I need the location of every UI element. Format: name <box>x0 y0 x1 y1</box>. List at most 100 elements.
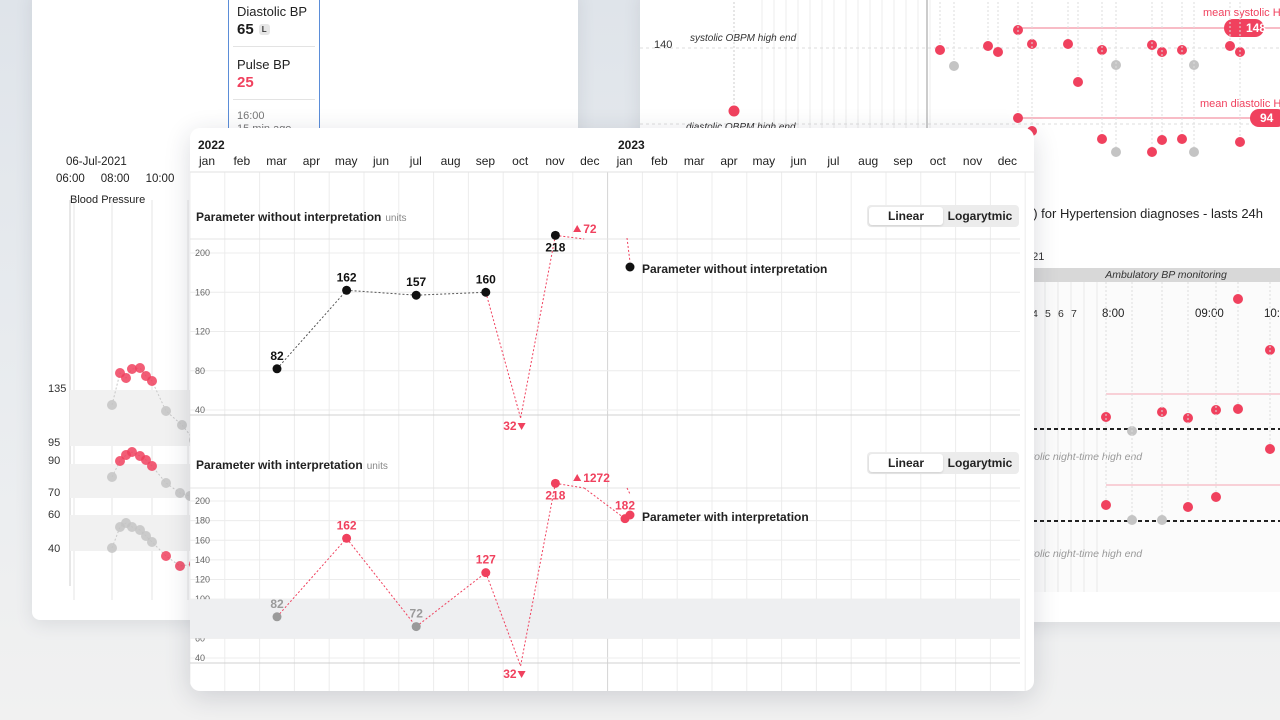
month-label: mar <box>266 154 287 168</box>
section-title-without-interpretation: Parameter without interpretation units <box>196 210 407 224</box>
vitals-card: Diastolic BP 65 L Pulse BP 25 16:00 15 m… <box>228 0 320 135</box>
data-point <box>147 461 157 471</box>
data-point <box>121 373 131 383</box>
section-label-blood-pressure: Blood Pressure <box>70 194 146 206</box>
data-point <box>127 364 137 374</box>
time-tick: 10:00 <box>145 173 175 185</box>
mean-badge <box>1250 109 1280 127</box>
month-label: sep <box>475 154 496 168</box>
data-point <box>1233 404 1243 414</box>
threshold-label: stolic night-time high end <box>1026 548 1143 560</box>
month-label: aug <box>858 154 879 168</box>
pulse-value: 25 <box>237 74 254 91</box>
y-tick-label: 135 <box>48 383 66 395</box>
year-label-2022: 2022 <box>198 138 225 152</box>
normal-range-band <box>190 599 1020 639</box>
divider <box>233 99 315 100</box>
data-point <box>1157 515 1167 525</box>
legend-dot <box>625 262 635 272</box>
series-segment <box>583 487 626 520</box>
logarithmic-button[interactable]: Logarytmic <box>947 456 1013 470</box>
divider <box>233 46 315 47</box>
data-point <box>1225 41 1235 51</box>
chart-area <box>1026 282 1280 592</box>
data-label: 218 <box>545 488 565 502</box>
legend-label-with-interpretation: Parameter with interpretation <box>642 510 809 524</box>
data-point <box>175 561 185 571</box>
linear-button[interactable]: Linear <box>869 454 943 472</box>
data-point <box>935 45 945 55</box>
data-label: 72 <box>583 222 597 236</box>
vital-label-diastolic: Diastolic BP <box>237 4 308 19</box>
data-label: 162 <box>337 518 357 532</box>
units-label: units <box>366 461 388 472</box>
series-segment <box>276 537 347 618</box>
month-label: jul <box>409 154 422 168</box>
data-point <box>550 230 560 240</box>
month-label: jan <box>616 154 633 168</box>
data-point <box>1189 60 1199 70</box>
month-label: nov <box>545 154 565 168</box>
y-tick-label: 140 <box>654 39 672 51</box>
year-label-2023: 2023 <box>618 138 645 152</box>
ambulatory-chart: 140 systolic OBPM high end diastolic OBPM … <box>640 0 1280 592</box>
section-title-with-interpretation: Parameter with interpretation units <box>196 458 388 472</box>
legend-connector <box>626 487 631 495</box>
data-point <box>272 364 282 374</box>
data-point <box>411 290 421 300</box>
series-segment <box>520 483 556 667</box>
hour-label: 4 <box>1032 308 1038 320</box>
y-tick-label: 120 <box>195 327 210 337</box>
hour-label: 6 <box>1058 308 1064 320</box>
data-label: 82 <box>270 597 284 611</box>
data-point <box>1127 515 1137 525</box>
month-label: oct <box>929 154 946 168</box>
data-point <box>1073 77 1083 87</box>
data-point <box>411 622 421 632</box>
data-point <box>127 447 137 457</box>
out-of-range-below-marker <box>517 671 526 678</box>
data-point <box>342 285 352 295</box>
y-tick-label: 200 <box>195 496 210 506</box>
time-axis: 06:00 08:00 10:00 12 <box>56 173 203 185</box>
y-tick-label: 200 <box>195 248 210 258</box>
low-badge: L <box>258 24 270 35</box>
scale-toggle[interactable]: Linear Logarytmic <box>867 205 1019 227</box>
data-point <box>481 287 491 297</box>
mean-value: 148 <box>1246 21 1266 35</box>
data-label: 218 <box>545 240 565 254</box>
linear-button[interactable]: Linear <box>869 207 943 225</box>
data-point <box>147 376 157 386</box>
y-tick-label: 60 <box>48 509 60 521</box>
data-point <box>481 568 491 578</box>
vital-label-pulse: Pulse BP <box>237 57 291 72</box>
data-point <box>1013 113 1023 123</box>
month-label: nov <box>962 154 983 168</box>
data-point <box>1189 147 1199 157</box>
scale-toggle[interactable]: Linear Logarytmic <box>867 452 1019 474</box>
y-tick-label: 160 <box>195 287 210 297</box>
month-label: oct <box>512 154 529 168</box>
month-label: apr <box>720 154 738 168</box>
y-tick-label: 90 <box>48 455 60 467</box>
y-tick-label: 40 <box>195 653 205 663</box>
hour-label: 5 <box>1045 308 1051 320</box>
data-point <box>147 537 157 547</box>
data-point <box>550 478 560 488</box>
month-label: jun <box>790 154 807 168</box>
data-point <box>342 533 352 543</box>
month-label: feb <box>651 154 668 168</box>
y-tick-label: 80 <box>195 366 205 376</box>
data-point <box>1183 502 1193 512</box>
hour-label: 09:00 <box>1195 308 1224 320</box>
time-tick: 08:00 <box>100 173 130 185</box>
mean-value: 94 <box>1260 111 1274 125</box>
logarithmic-button[interactable]: Logarytmic <box>947 209 1013 223</box>
panel-title: g) for Hypertension diagnoses - lasts 24… <box>1026 206 1264 221</box>
month-label: jul <box>827 154 840 168</box>
data-point <box>161 478 171 488</box>
series-segment <box>555 482 585 489</box>
out-of-range-below-marker <box>517 423 526 430</box>
y-tick-label: 160 <box>195 535 210 545</box>
month-label: jan <box>198 154 215 168</box>
